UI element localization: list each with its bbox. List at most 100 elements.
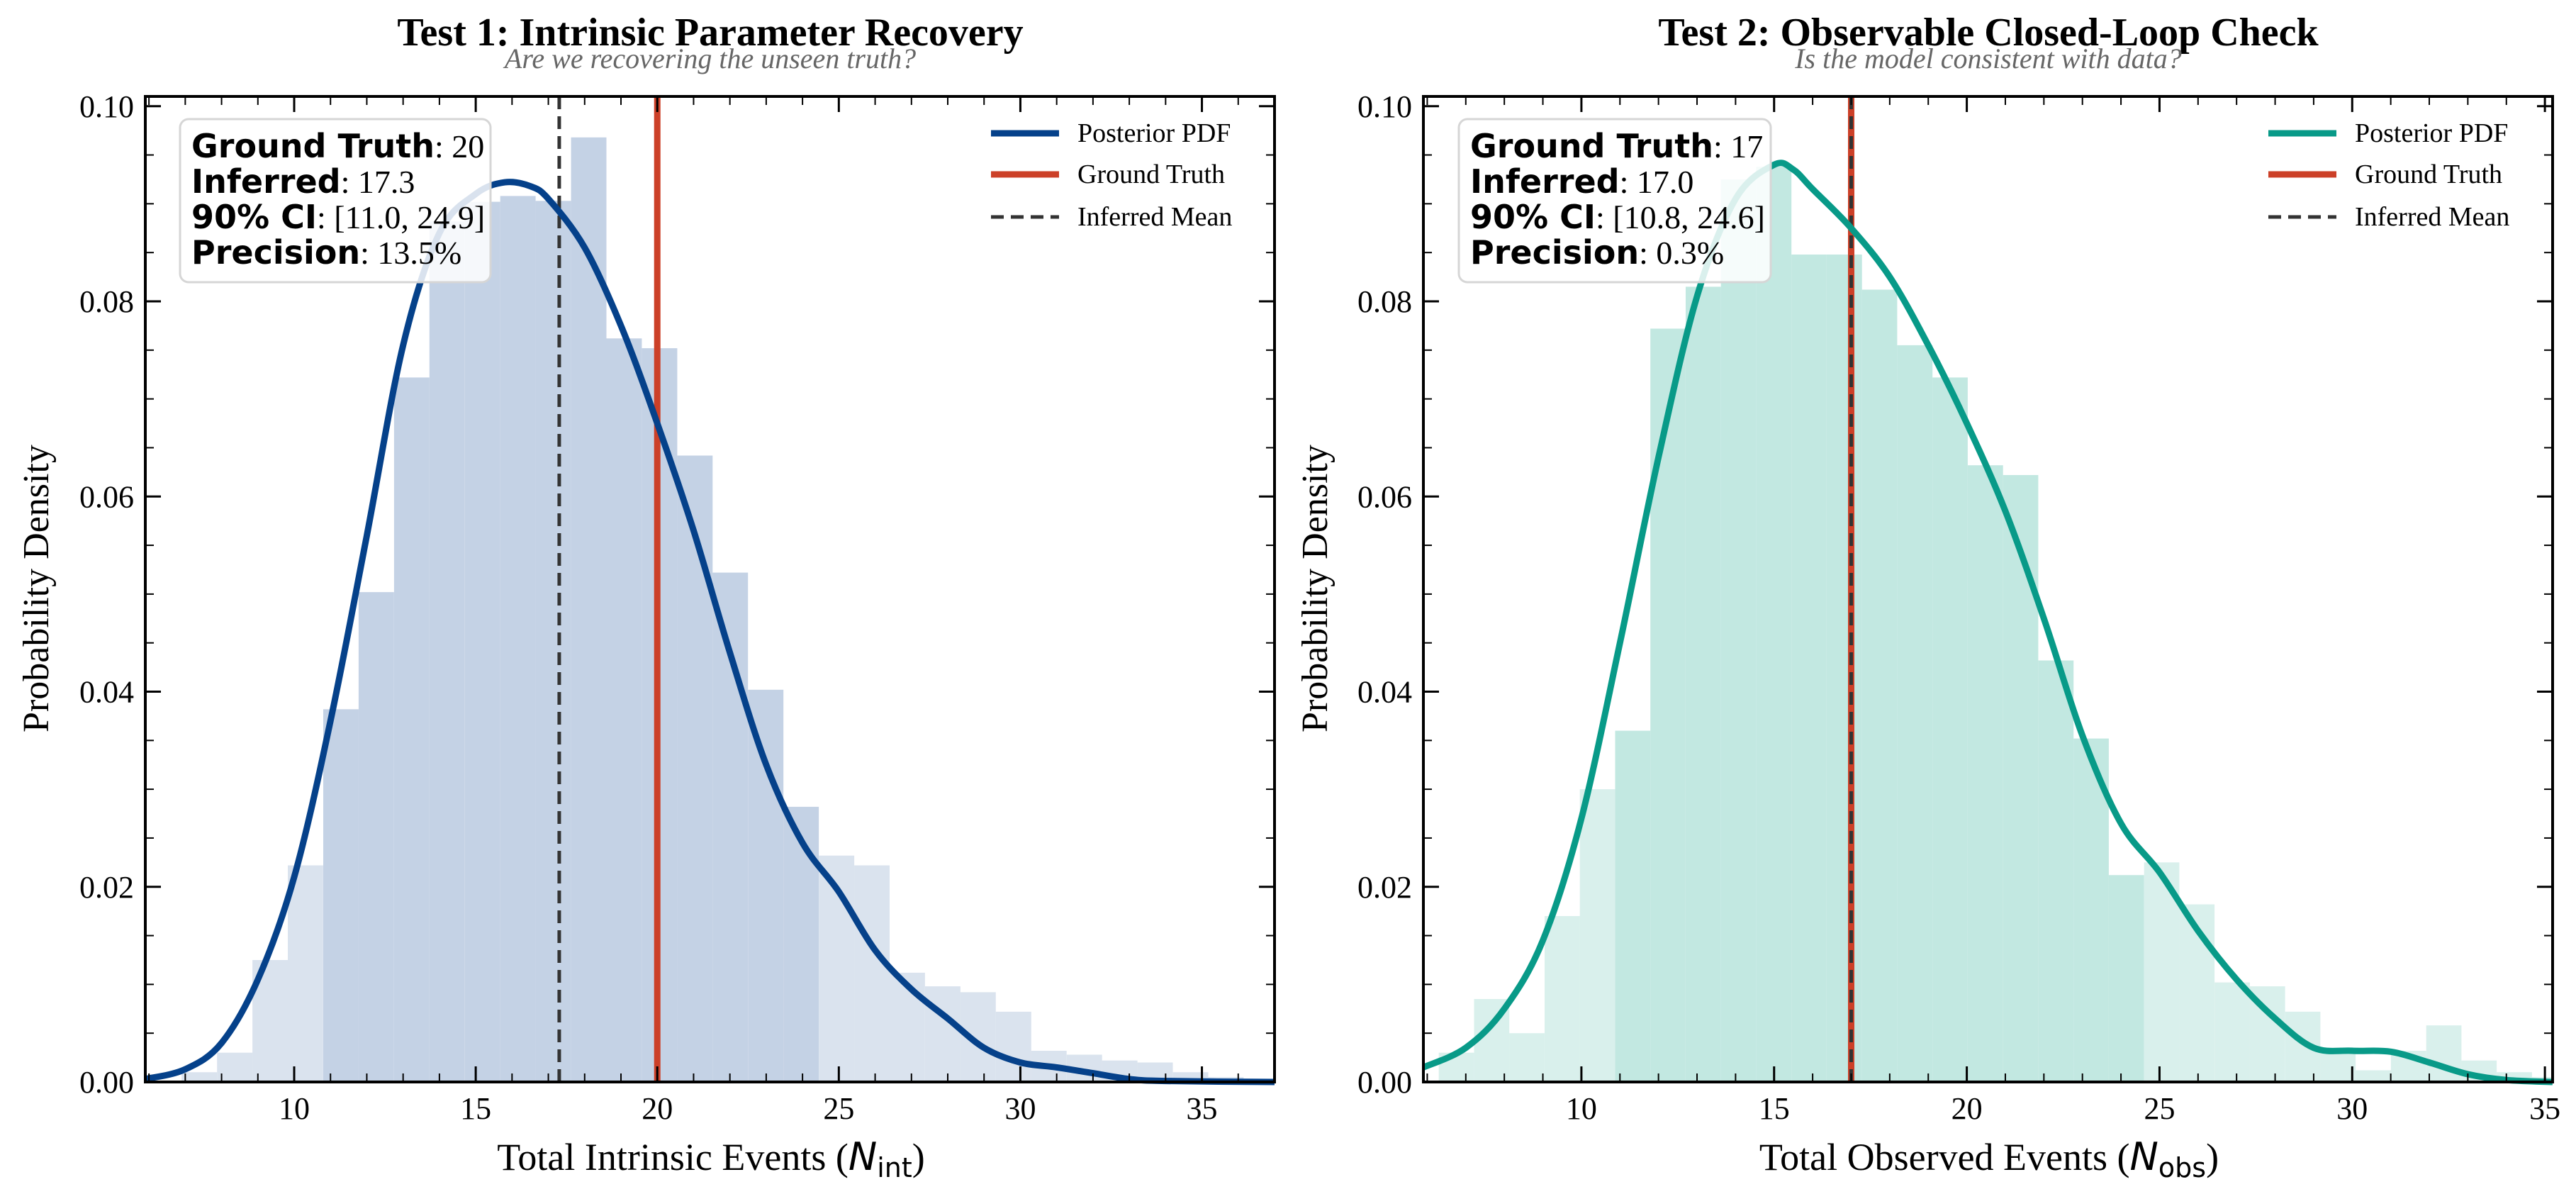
posterior-pdf-curve: [1422, 160, 2553, 1086]
x-axis-label: Total Intrinsic Events (Nint): [497, 1134, 925, 1183]
y-tick-label: 0.04: [79, 675, 134, 710]
y-tick-label: 0.10: [79, 89, 134, 124]
info-box: Ground Truth: 17 Inferred: 17.0 90% CI: …: [1457, 118, 1772, 284]
info-inferred-value: : 17.0: [1620, 164, 1694, 200]
info-ground-truth-label: Ground Truth: [1470, 127, 1713, 165]
histogram-bar: [323, 709, 359, 1082]
info-ground-truth-value: : 17: [1713, 128, 1763, 164]
histogram-bar: [890, 972, 925, 1082]
histogram-bar: [1615, 730, 1651, 1082]
histogram-bar: [1827, 255, 1862, 1082]
x-tick-label: 10: [279, 1091, 310, 1126]
chart-subtitle: Is the model consistent with data?: [1794, 43, 2182, 74]
reference-lines: [557, 96, 661, 1082]
histogram-bar: [854, 865, 890, 1082]
y-tick-label: 0.08: [1357, 284, 1412, 319]
info-precision-value: : 13.5%: [360, 235, 461, 271]
plot-frame: [144, 95, 1276, 1083]
x-tick-label: 25: [2144, 1091, 2175, 1126]
x-tick-label: 30: [1004, 1091, 1036, 1126]
chart-subtitle: Are we recovering the unseen truth?: [503, 43, 916, 74]
posterior-pdf-curve: [144, 179, 1275, 1086]
histogram-bar: [925, 986, 961, 1082]
info-ground-truth-value: : 20: [435, 128, 484, 164]
x-tick-label: 10: [1566, 1091, 1597, 1126]
x-axis-label-text: Total Intrinsic Events (: [497, 1136, 849, 1178]
info-box: Ground Truth: 20 Inferred: 17.3 90% CI: …: [179, 118, 492, 284]
info-ci: 90% CI: [10.8, 24.6]: [1470, 198, 1765, 236]
histogram-bar: [1861, 289, 1898, 1082]
histogram-bar: [1720, 179, 1757, 1082]
histogram-bars: [1438, 167, 2553, 1083]
axis-ticks: 0.00 0.02 0.04 0.06 0.08 0.10 10 15 20 25 30 35: [1357, 89, 2560, 1126]
x-axis-label-close: ): [2206, 1136, 2219, 1178]
legend-pdf-label: Posterior PDF: [1077, 118, 1231, 148]
y-axis-label: Probability Density: [1295, 445, 1335, 732]
histogram-bar: [393, 377, 430, 1082]
y-tick-label: 0.04: [1357, 675, 1412, 710]
legend-mean-label: Inferred Mean: [1077, 202, 1232, 232]
x-tick-label: 15: [460, 1091, 491, 1126]
histogram-bar: [748, 689, 784, 1082]
info-inferred-label: Inferred: [1470, 162, 1620, 201]
panel-test-2: 0.00 0.02 0.04 0.06 0.08 0.10 10 15 20 25 30 35 Tes…: [1295, 11, 2560, 1183]
histogram-bar: [1509, 1033, 1545, 1082]
histogram-bar: [783, 806, 819, 1082]
info-precision-value: : 0.3%: [1639, 235, 1724, 271]
plot-frame: [1422, 95, 2554, 1083]
histogram-bar: [2038, 660, 2074, 1082]
x-axis-label-close: ): [912, 1136, 925, 1178]
legend-truth-label: Ground Truth: [1077, 160, 1225, 189]
histogram-bar: [2003, 475, 2039, 1082]
histogram-bar: [1968, 465, 2003, 1082]
histogram-bar: [181, 1072, 218, 1082]
panel-test-1: 0.00 0.02 0.04 0.06 0.08 0.10 10 15 20 25 30 35 Tes…: [16, 11, 1276, 1183]
histogram-bar: [606, 338, 642, 1082]
histogram-bar: [2320, 1051, 2356, 1082]
histogram-bar: [1686, 286, 1721, 1082]
info-inferred: Inferred: 17.3: [191, 162, 415, 201]
info-inferred-value: : 17.3: [341, 164, 415, 200]
info-ground-truth-label: Ground Truth: [191, 127, 435, 165]
legend: Posterior PDF Ground Truth Inferred Mean: [991, 118, 1232, 232]
histogram-bar: [1897, 345, 1933, 1082]
histogram-bar: [358, 592, 394, 1082]
y-tick-label: 0.02: [1357, 870, 1412, 905]
histogram-bar: [2073, 738, 2109, 1082]
histogram-bar: [464, 201, 500, 1083]
info-inferred: Inferred: 17.0: [1470, 162, 1693, 201]
histogram-bar: [2108, 875, 2144, 1082]
chart-title: Test 2: Observable Closed-Loop Check: [1658, 11, 2319, 55]
histogram-bar: [2214, 982, 2250, 1082]
legend-pdf-label: Posterior PDF: [2355, 118, 2508, 148]
histogram-bar: [1932, 377, 1968, 1082]
legend: Posterior PDF Ground Truth Inferred Mean: [2268, 118, 2509, 232]
info-precision-label: Precision: [191, 233, 360, 272]
x-tick-label: 20: [642, 1091, 673, 1126]
info-ground-truth: Ground Truth: 17: [1470, 127, 1763, 165]
x-tick-label: 30: [2336, 1091, 2368, 1126]
histogram-bar: [995, 1011, 1031, 1082]
info-ci-value: : [10.8, 24.6]: [1596, 199, 1765, 235]
y-tick-label: 0.10: [1357, 89, 1412, 124]
x-axis-label-subscript: int: [877, 1152, 912, 1183]
x-axis-label-symbol: N: [2130, 1134, 2158, 1179]
x-axis-label-text: Total Observed Events (: [1759, 1136, 2130, 1178]
histogram-bar: [217, 1052, 253, 1082]
histogram-bar: [1791, 255, 1827, 1082]
histogram-bar: [535, 201, 571, 1082]
x-tick-label: 35: [1187, 1091, 1218, 1126]
histogram-bar: [2356, 1070, 2391, 1082]
y-tick-label: 0.06: [1357, 479, 1412, 514]
histogram-bar: [1579, 789, 1615, 1082]
info-ci-value: : [11.0, 24.9]: [317, 199, 485, 235]
histogram-bar: [1756, 167, 1792, 1083]
info-precision-label: Precision: [1470, 233, 1639, 272]
x-axis-label-subscript: obs: [2158, 1152, 2206, 1183]
x-tick-label: 25: [823, 1091, 854, 1126]
x-axis-label-symbol: N: [849, 1134, 877, 1179]
legend-mean-label: Inferred Mean: [2355, 202, 2509, 232]
y-tick-label: 0.02: [79, 870, 134, 905]
x-tick-label: 20: [1951, 1091, 1983, 1126]
